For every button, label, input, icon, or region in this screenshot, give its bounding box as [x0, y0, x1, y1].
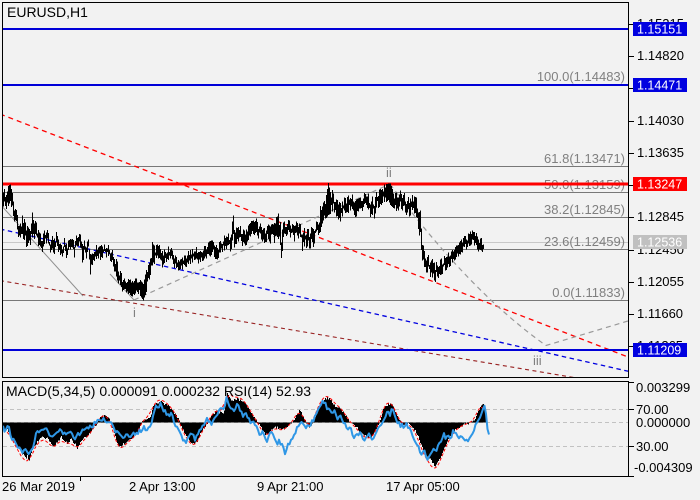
svg-text:26 Mar 2019: 26 Mar 2019	[2, 479, 75, 494]
svg-text:0.0(1.11833): 0.0(1.11833)	[552, 285, 625, 300]
svg-text:1.14820: 1.14820	[637, 48, 684, 63]
svg-text:2 Apr 13:00: 2 Apr 13:00	[129, 479, 196, 494]
svg-text:100.0(1.14483): 100.0(1.14483)	[537, 69, 625, 84]
svg-text:1.12055: 1.12055	[637, 274, 684, 289]
svg-text:30.00: 30.00	[636, 439, 669, 454]
svg-text:23.6(1.12459): 23.6(1.12459)	[544, 234, 625, 249]
svg-text:17 Apr 05:00: 17 Apr 05:00	[386, 479, 460, 494]
svg-text:70.00: 70.00	[636, 402, 669, 417]
svg-text:i: i	[133, 305, 136, 320]
svg-text:iii: iii	[533, 353, 542, 368]
svg-text:9 Apr 21:00: 9 Apr 21:00	[257, 479, 324, 494]
svg-text:61.8(1.13471): 61.8(1.13471)	[544, 151, 625, 166]
svg-text:0.000000: 0.000000	[636, 415, 690, 430]
svg-text:1.12845: 1.12845	[637, 209, 684, 224]
svg-text:ii: ii	[386, 165, 392, 180]
svg-text:EURUSD,H1: EURUSD,H1	[7, 4, 88, 20]
svg-text:1.13635: 1.13635	[637, 145, 684, 160]
svg-text:-0.004309: -0.004309	[634, 460, 693, 475]
svg-text:1.15151: 1.15151	[637, 23, 682, 37]
svg-text:1.14471: 1.14471	[637, 79, 682, 93]
svg-text:1.12536: 1.12536	[637, 236, 682, 250]
svg-text:MACD(5,34,5) 0.000091 0.000232: MACD(5,34,5) 0.000091 0.000232 RSI(14) 5…	[6, 383, 311, 399]
svg-text:1.14030: 1.14030	[637, 113, 684, 128]
svg-text:1.11209: 1.11209	[637, 344, 681, 358]
svg-text:1.11660: 1.11660	[637, 306, 683, 321]
svg-text:38.2(1.12845): 38.2(1.12845)	[544, 202, 625, 217]
svg-text:0.003299: 0.003299	[636, 380, 690, 395]
svg-text:1.13247: 1.13247	[637, 178, 682, 192]
